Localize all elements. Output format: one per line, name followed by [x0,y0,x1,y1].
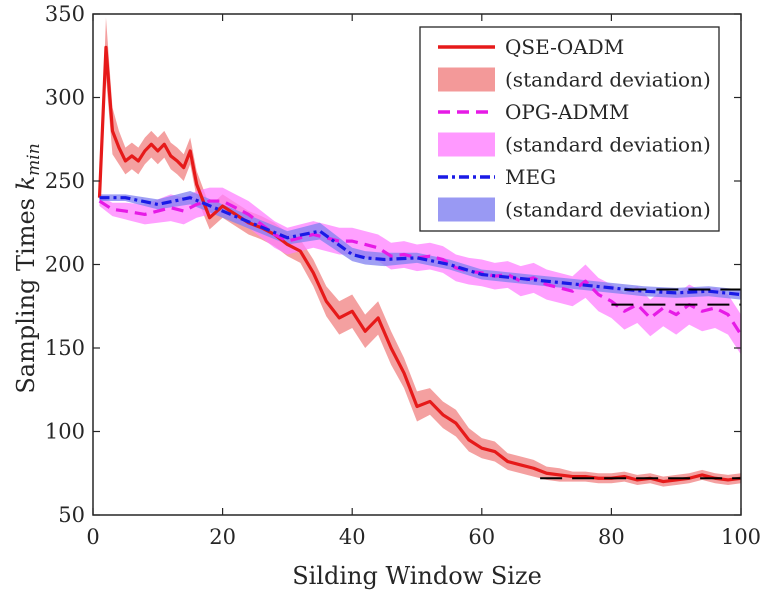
y-axis-title-sub: min [24,143,44,176]
y-tick-label: 200 [45,253,85,277]
legend-label: (standard deviation) [505,133,711,157]
x-tick-label: 60 [468,525,495,549]
x-tick-label: 100 [721,525,761,549]
y-tick-label: 150 [45,336,85,360]
y-tick-label: 350 [45,2,85,26]
reference-lines [540,288,741,480]
x-tick-label: 80 [598,525,625,549]
legend-label: MEG [505,165,556,189]
series-line-2 [98,199,743,336]
legend-label: (standard deviation) [505,68,711,92]
x-tick-label: 20 [209,525,236,549]
std-band-1 [99,17,742,487]
legend-label: QSE-OADM [505,35,624,59]
y-tick-label: 50 [58,503,85,527]
legend-box [419,26,720,232]
y-tick-label: 100 [45,420,85,444]
legend: QSE-OADM (standard deviation) OPG-ADMM (sta… [419,26,720,232]
x-tick-label: 40 [339,525,366,549]
axis-ticks [92,13,742,516]
y-tick-label: 250 [45,169,85,193]
y-tick-label: 300 [45,86,85,110]
legend-swatch-band [438,67,495,92]
tick-labels: 0 20 40 60 80 100 50 100 150 200 250 300 350 [45,2,761,549]
legend-label: (standard deviation) [505,198,711,222]
x-tick-label: 0 [86,525,99,549]
y-axis-title-main: Sampling Times [12,190,40,393]
y-axis-title: Sampling Times kmin [12,143,44,393]
legend-label: OPG-ADMM [505,100,629,124]
legend-swatch-band [438,197,495,222]
y-axis-title-var: k [12,176,40,191]
x-axis-title: Silding Window Size [292,562,542,590]
legend-swatch-band [438,132,495,157]
